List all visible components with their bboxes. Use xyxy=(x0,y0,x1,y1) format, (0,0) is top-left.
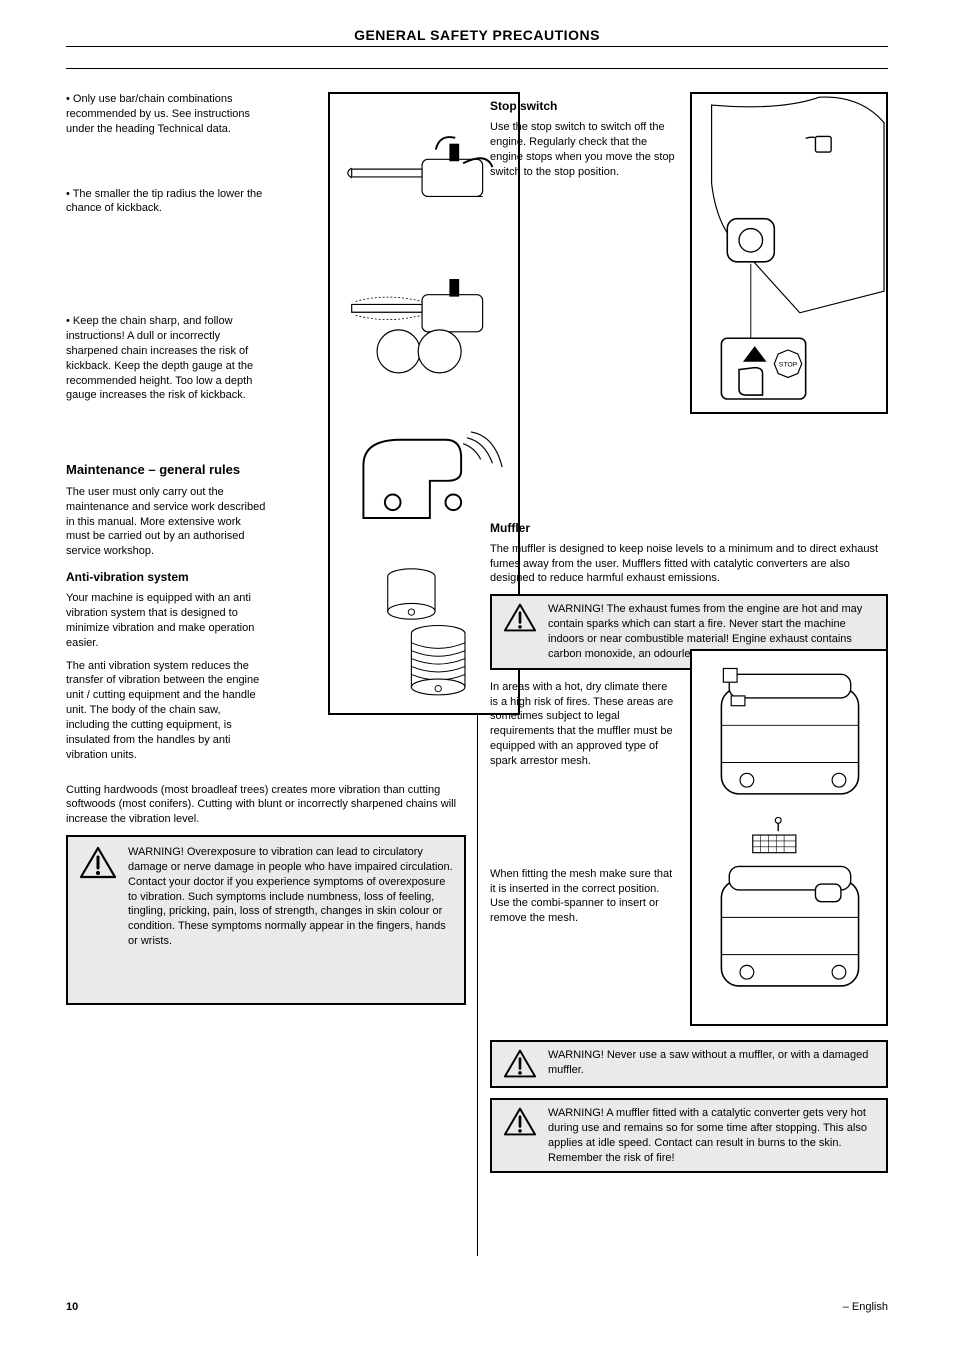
footer: 10 – English xyxy=(66,1300,888,1315)
illustration-anti-vibration-units xyxy=(338,553,510,703)
para-sharp-chain: • Keep the chain sharp, and follow instr… xyxy=(66,314,266,403)
warning-icon xyxy=(502,1106,538,1138)
warning-vibration-text: WARNING! Overexposure to vibration can l… xyxy=(128,845,454,993)
warning-icon xyxy=(502,602,538,634)
heading-muffler: Muffler xyxy=(490,520,888,536)
para-stop-switch: Use the stop switch to switch off the en… xyxy=(490,120,678,179)
illustration-chainsaw-bar xyxy=(338,104,510,254)
para-bar-combos: • Only use bar/chain combinations recomm… xyxy=(66,92,266,137)
para-maintenance: The user must only carry out the mainten… xyxy=(66,485,266,559)
stop-label: STOP xyxy=(779,362,798,369)
column-left: • Only use bar/chain combinations recomm… xyxy=(66,92,466,1005)
warning-hot-muffler: WARNING! A muffler fitted with a catalyt… xyxy=(490,1098,888,1173)
section-title: GENERAL SAFETY PRECAUTIONS xyxy=(0,26,954,45)
warning-hot-muffler-text: WARNING! A muffler fitted with a catalyt… xyxy=(548,1106,876,1165)
warning-no-muffler-text: WARNING! Never use a saw without a muffl… xyxy=(548,1048,876,1080)
para-tip-radius: • The smaller the tip radius the lower t… xyxy=(66,187,266,217)
heading-stop-switch: Stop switch xyxy=(490,98,678,114)
para-antivib-1: Your machine is equipped with an anti vi… xyxy=(66,591,266,650)
illustration-muffler xyxy=(692,651,886,1024)
warning-no-muffler: WARNING! Never use a saw without a muffl… xyxy=(490,1040,888,1088)
para-muffler-1: The muffler is designed to keep noise le… xyxy=(490,542,888,587)
page: GENERAL SAFETY PRECAUTIONS xyxy=(0,0,954,1351)
footer-right: – English xyxy=(843,1300,888,1315)
page-number: 10 xyxy=(66,1300,78,1315)
illustration-stop-switch: STOP xyxy=(692,94,886,412)
rule-sep xyxy=(66,68,888,69)
heading-anti-vibration: Anti-vibration system xyxy=(66,569,266,585)
para-antivib-2: The anti vibration system reduces the tr… xyxy=(66,659,266,763)
figure-stop-switch: STOP xyxy=(690,92,888,414)
illustration-depth-gauge xyxy=(338,404,510,554)
para-muffler-3: When fitting the mesh make sure that it … xyxy=(490,867,678,926)
para-muffler-2: In areas with a hot, dry climate there i… xyxy=(490,680,678,769)
para-antivib-3: Cutting hardwoods (most broadleaf trees)… xyxy=(66,783,466,828)
illustration-chainsaw-nose-radius xyxy=(338,254,510,404)
column-right: STOP Stop switch Use the stop switch to … xyxy=(490,92,888,1173)
rule-top xyxy=(66,46,888,47)
warning-icon xyxy=(78,845,118,881)
warning-icon xyxy=(502,1048,538,1080)
figure-muffler xyxy=(690,649,888,1026)
warning-vibration: WARNING! Overexposure to vibration can l… xyxy=(66,835,466,1005)
heading-maintenance: Maintenance – general rules xyxy=(66,461,266,479)
